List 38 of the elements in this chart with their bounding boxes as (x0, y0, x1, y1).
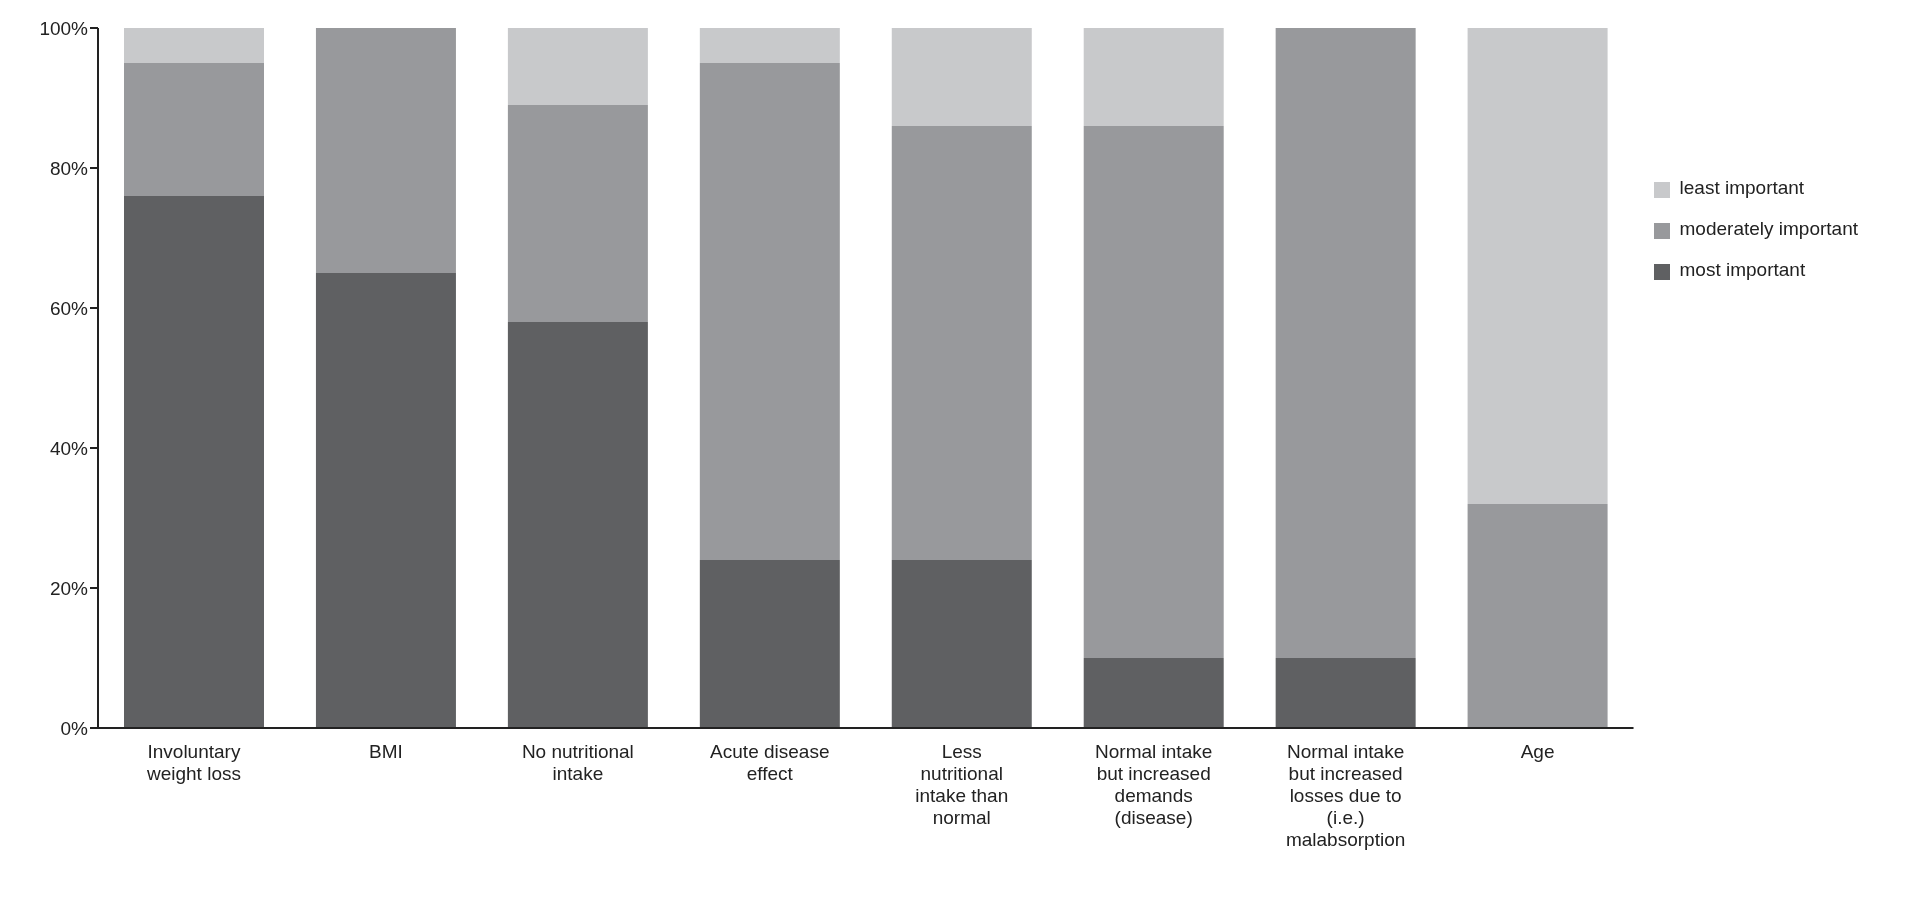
x-tick-label: Acute disease effect (710, 741, 830, 784)
y-tick-label: 40% (49, 437, 89, 459)
bar (699, 63, 840, 560)
bar (891, 28, 1032, 126)
bar (891, 560, 1032, 728)
bar (315, 273, 456, 728)
bar (1467, 504, 1608, 728)
bar (315, 28, 456, 273)
legend-label: moderately important (1679, 218, 1858, 239)
bar (1467, 28, 1608, 504)
bar (507, 28, 648, 105)
bar (1275, 658, 1416, 728)
bar (1083, 28, 1224, 126)
bar (891, 126, 1032, 560)
x-tick-label: Involuntary weight loss (145, 741, 241, 784)
bar (507, 105, 648, 322)
x-tick-label: Normal intake but increased demands (disease) (1095, 741, 1213, 828)
y-tick-label: 20% (49, 577, 89, 599)
bar (699, 28, 840, 63)
bar (699, 560, 840, 728)
x-tick-label: Less nutritional intake than normal (915, 741, 1009, 828)
y-tick-label: 0% (60, 717, 89, 739)
bar (124, 28, 264, 63)
bar (1083, 126, 1224, 658)
x-tick-label: No nutritional intake (521, 741, 634, 784)
bar (124, 63, 264, 196)
bar (1275, 28, 1416, 658)
legend-label: most important (1679, 259, 1806, 280)
y-tick-label: 60% (49, 297, 89, 319)
y-tick-label: 100% (39, 17, 89, 39)
y-tick-label: 80% (49, 157, 89, 179)
bar (124, 196, 264, 728)
x-tick-label: Age (1520, 741, 1555, 762)
bar (507, 322, 648, 728)
x-tick-label: Normal intake but increased losses due to (i.e.) malabsorption (1285, 741, 1406, 850)
x-tick-label: BMI (369, 741, 403, 762)
bar (1083, 658, 1224, 728)
legend-label: least important (1679, 177, 1805, 198)
